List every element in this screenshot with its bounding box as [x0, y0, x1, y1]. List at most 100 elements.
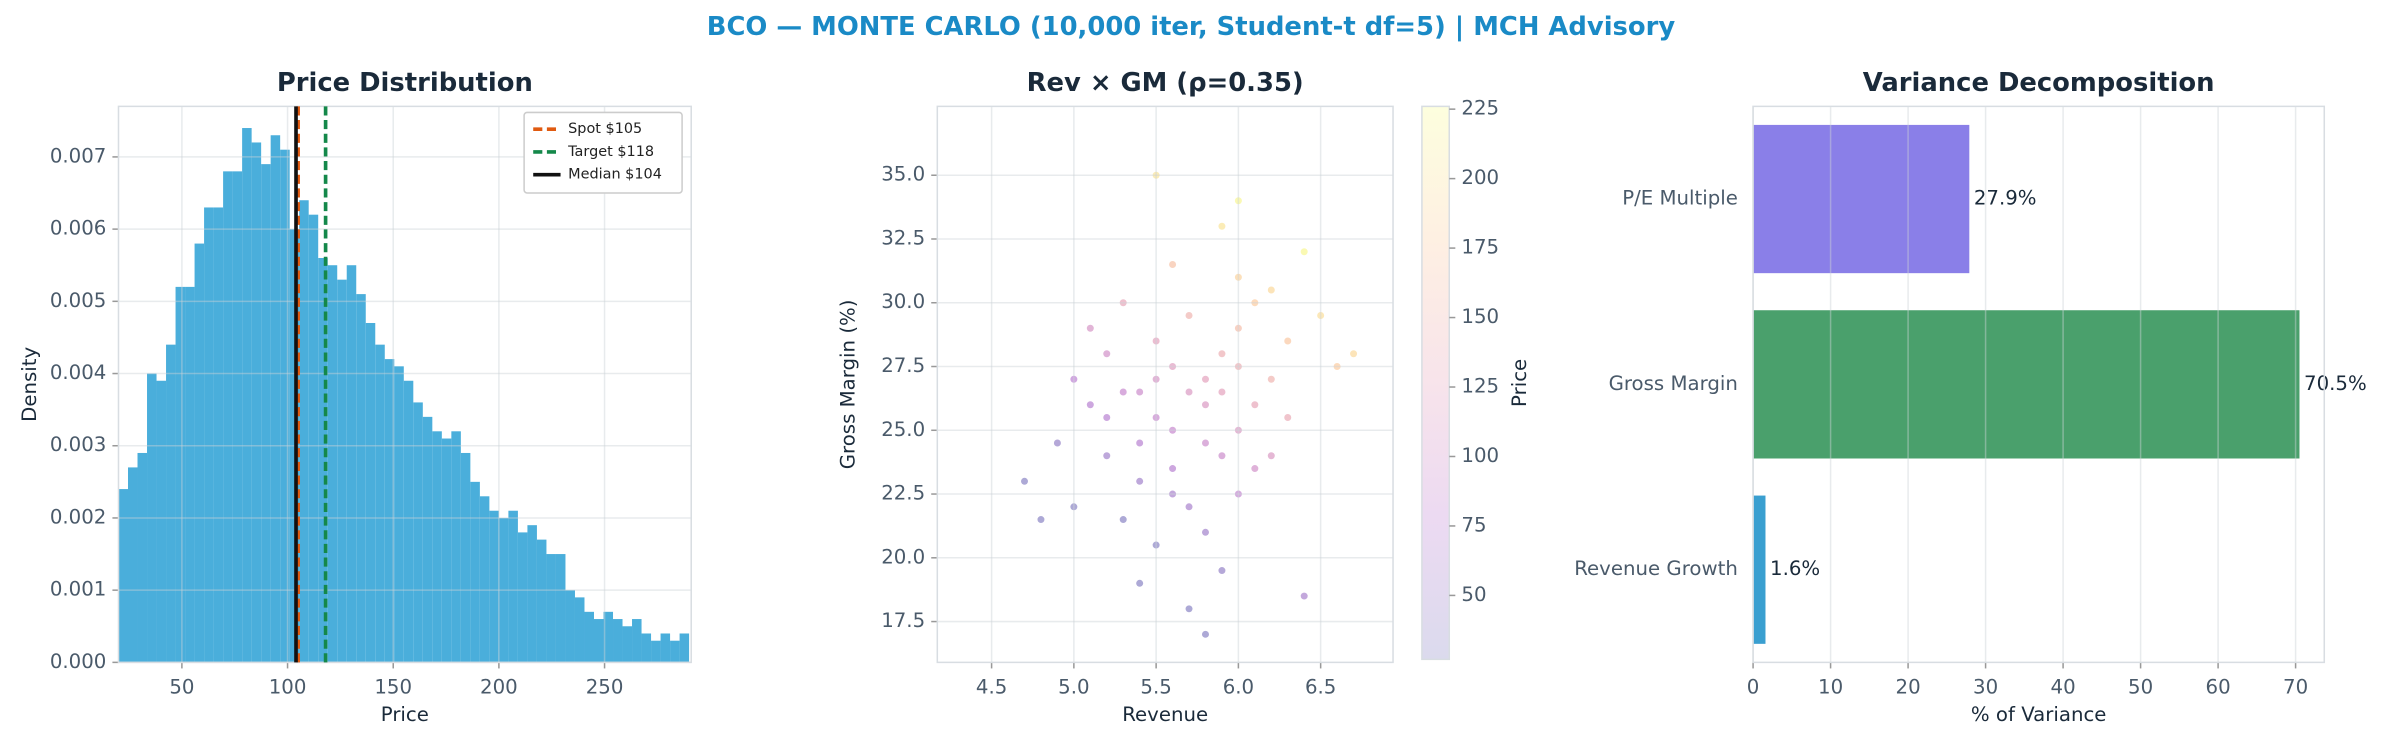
scatter-point	[1350, 350, 1358, 358]
hist-bar	[299, 200, 309, 663]
hist-bar	[346, 265, 357, 663]
scatter-point	[1267, 375, 1275, 383]
hist-bar	[517, 532, 528, 663]
scatter-point	[1070, 375, 1078, 383]
y-tick-label: Gross Margin	[1609, 372, 1738, 395]
y-tick-label: 17.5	[881, 609, 925, 632]
hist-bar	[327, 265, 338, 663]
y-tick-label: 0.003	[50, 433, 107, 456]
scatter-point	[1053, 439, 1061, 447]
bar-value-label: 70.5%	[2304, 372, 2367, 395]
hist-bar	[403, 380, 414, 663]
hist-bar	[242, 128, 252, 663]
scatter-point	[1218, 388, 1226, 396]
y-tick-label: 0.001	[50, 578, 107, 601]
y-tick-label: 25.0	[881, 418, 925, 441]
hist-bar	[479, 496, 490, 663]
y-tick-label: 30.0	[881, 290, 925, 313]
colorbar	[1421, 105, 1451, 661]
scatter-point	[1201, 630, 1209, 638]
hist-bar	[204, 207, 214, 663]
hist-bar	[375, 344, 385, 663]
legend-label: Median $104	[568, 167, 662, 183]
scatter-point	[1185, 312, 1193, 319]
hist-bar	[593, 619, 604, 663]
hist-bar	[498, 517, 509, 663]
y-tick-label: 35.0	[881, 163, 925, 186]
hist-bar	[365, 322, 376, 663]
y-tick-label: P/E Multiple	[1622, 187, 1738, 210]
colorbar-tick-label: 200	[1461, 166, 1499, 189]
x-tick-label: 5.0	[1058, 676, 1089, 699]
hist-bar	[147, 373, 157, 663]
x-axis-label: Price	[381, 703, 429, 726]
y-tick-label: 0.002	[50, 505, 107, 528]
colorbar-tick-label: 150	[1461, 305, 1499, 328]
scatter-point	[1152, 375, 1160, 383]
scatter-point	[1152, 171, 1160, 179]
chart-title: Variance Decomposition	[1863, 68, 2215, 98]
x-tick-label: 10	[1818, 676, 1843, 699]
hist-bar	[137, 452, 148, 663]
hist-bar	[413, 402, 423, 663]
hist-bar	[270, 135, 281, 663]
hist-bar	[574, 597, 585, 663]
y-tick-label: 32.5	[881, 226, 925, 249]
y-axis-label: Density	[18, 347, 41, 422]
scatter-point	[1103, 350, 1111, 358]
scatter-point	[1267, 452, 1275, 460]
scatter-point	[1021, 477, 1028, 485]
y-tick-label: 0.006	[50, 217, 107, 240]
scatter-point	[1119, 388, 1127, 396]
plot-frame	[1752, 105, 2326, 664]
scatter-point	[1169, 261, 1177, 268]
hist-bar	[555, 554, 566, 663]
x-tick-label: 50	[2128, 676, 2153, 699]
scatter-point	[1136, 439, 1144, 447]
hist-bar	[527, 525, 537, 663]
x-tick-label: 4.5	[976, 676, 1007, 699]
x-tick-label: 6.5	[1305, 676, 1336, 699]
hist-bar	[470, 481, 480, 663]
scatter-point	[1218, 222, 1226, 230]
hist-bar	[261, 164, 271, 663]
hist-bar	[632, 619, 642, 663]
hist-bar	[489, 510, 499, 663]
scatter-point	[1152, 337, 1160, 345]
hist-bar	[156, 380, 167, 663]
bar	[1753, 124, 1970, 274]
scatter-point	[1251, 299, 1259, 307]
scatter-point	[1086, 401, 1094, 409]
y-tick-label: 0.005	[50, 289, 107, 312]
x-tick-label: 200	[480, 676, 518, 699]
suptitle: BCO — MONTE CARLO (10,000 iter, Student-…	[707, 12, 1676, 42]
hist-bar	[508, 510, 518, 663]
scatter-point	[1284, 337, 1292, 345]
scatter-point	[1169, 490, 1177, 498]
hist-bar	[651, 640, 661, 663]
y-tick-label: Revenue Growth	[1574, 557, 1738, 580]
scatter-point	[1284, 414, 1292, 422]
hist-bar	[166, 344, 176, 663]
scatter-point	[1218, 350, 1226, 358]
hist-bar	[128, 467, 138, 663]
hist-bar	[175, 286, 186, 663]
y-tick-label: 0.004	[50, 361, 107, 384]
hist-bar	[194, 243, 205, 663]
hist-bar	[546, 554, 556, 663]
scatter-point	[1103, 452, 1111, 460]
hist-bar	[660, 633, 671, 663]
scatter-point	[1136, 388, 1144, 396]
hist-bar	[251, 142, 262, 663]
hist-bar	[460, 452, 471, 663]
chart-title: Price Distribution	[277, 68, 533, 98]
scatter-point	[1103, 414, 1111, 422]
scatter-point	[1037, 516, 1045, 524]
scatter-point	[1234, 363, 1242, 371]
hist-bar	[441, 438, 452, 663]
scatter-point	[1201, 401, 1209, 409]
y-tick-label: 0.000	[50, 650, 107, 673]
hist-bar	[213, 207, 224, 663]
scatter-point	[1234, 197, 1242, 205]
